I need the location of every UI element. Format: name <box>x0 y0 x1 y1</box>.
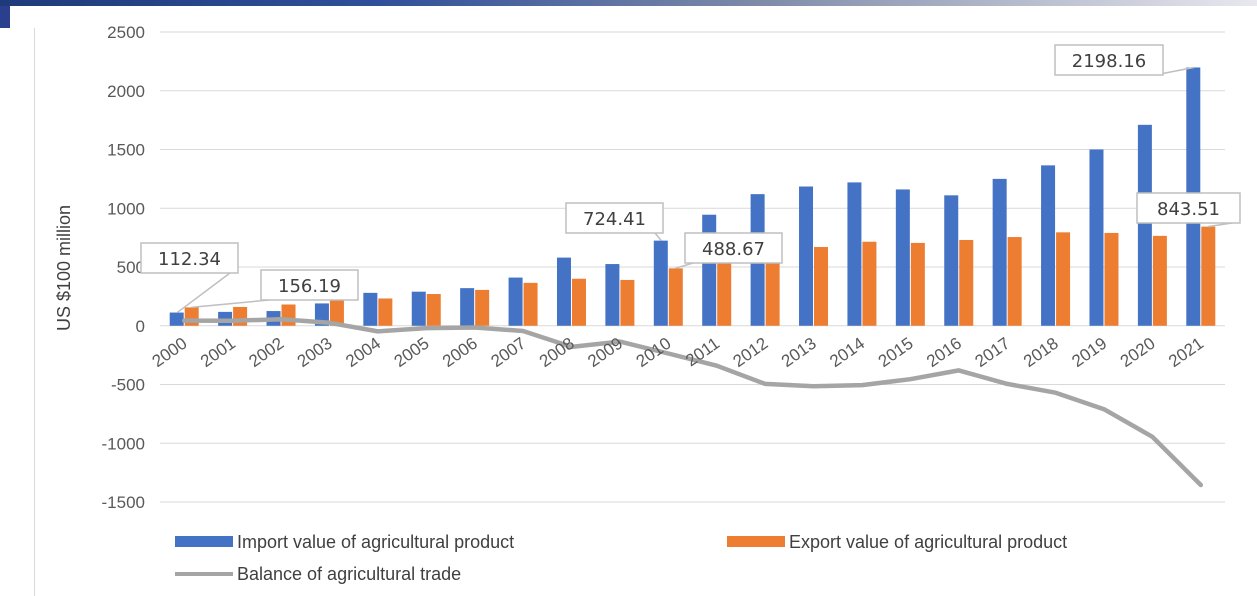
balance-line <box>181 316 1204 488</box>
legend-label-import: Import value of agricultural product <box>237 532 514 552</box>
bar-export-2006 <box>475 289 490 326</box>
x-tick-label: 2004 <box>342 334 384 371</box>
callout-box <box>140 242 239 274</box>
callout-leader <box>176 272 231 314</box>
x-axis-ticks: 2000 2001 2002 2003 2004 2005 2006 2007 2008 2009… <box>149 334 1207 371</box>
legend-swatch-export <box>727 536 785 547</box>
callout-box <box>260 269 359 301</box>
bar-import-2020 <box>1137 124 1152 326</box>
bar-import-2019 <box>1089 149 1104 326</box>
callout-leader <box>191 299 270 309</box>
bar-export-2021 <box>1201 226 1216 326</box>
bar-export-2013 <box>814 247 829 326</box>
x-tick-label: 2015 <box>875 334 917 371</box>
bar-import-2000 <box>169 312 184 326</box>
bar-import-2011 <box>702 214 717 326</box>
bar-export-2007 <box>523 282 538 326</box>
bar-import-2009 <box>605 264 620 326</box>
bar-export-2003 <box>329 300 344 326</box>
bar-export-2011 <box>717 254 732 326</box>
bar-export-2009 <box>620 279 635 326</box>
callout-leader <box>654 232 662 242</box>
bar-export-2018 <box>1056 232 1071 326</box>
bar-export-2010 <box>668 268 683 326</box>
x-tick-label: 2001 <box>197 334 239 371</box>
bar-export-2015 <box>910 242 925 326</box>
x-tick-label: 2002 <box>245 334 287 371</box>
bar-import-2007 <box>508 277 523 326</box>
x-tick-label: 2019 <box>1068 334 1110 371</box>
x-tick-label: 2012 <box>730 334 772 371</box>
data-label: 2198.16 <box>1072 51 1146 72</box>
bar-import-2017 <box>992 178 1007 326</box>
x-tick-label: 2005 <box>391 334 433 371</box>
data-label: 724.41 <box>583 209 646 230</box>
bar-import-2018 <box>1041 165 1056 326</box>
x-tick-label: 2018 <box>1020 334 1062 371</box>
data-label: 843.51 <box>1157 199 1220 220</box>
bar-import-2010 <box>653 240 668 326</box>
bar-import-2015 <box>895 189 910 326</box>
y-tick-label: 500 <box>117 258 145 277</box>
x-tick-label: 2009 <box>584 334 626 371</box>
y-tick-label: 2500 <box>107 23 145 42</box>
x-tick-label: 2016 <box>923 334 965 371</box>
bar-export-2020 <box>1152 235 1167 326</box>
bar-export-2004 <box>378 298 393 326</box>
callout-box <box>1054 44 1164 76</box>
x-tick-label: 2003 <box>294 334 336 371</box>
bar-import-2008 <box>556 257 571 326</box>
legend-swatch-import <box>175 536 233 547</box>
bar-export-2008 <box>571 278 586 326</box>
data-label: 112.34 <box>158 249 221 270</box>
y-tick-label: 0 <box>136 317 145 336</box>
legend: Import value of agricultural product Exp… <box>175 532 1067 584</box>
slide-top-bar <box>0 0 1257 6</box>
x-tick-label: 2014 <box>826 334 868 371</box>
y-axis-ticks: 2500 2000 1500 1000 500 0 -500 -1000 -1500 <box>102 23 145 512</box>
bar-export-2000 <box>184 307 199 326</box>
callout-box <box>565 202 664 234</box>
y-tick-label: -500 <box>111 376 145 395</box>
bar-import-2004 <box>363 292 378 326</box>
bar-export-2019 <box>1104 232 1119 326</box>
callout-box <box>684 232 783 264</box>
x-tick-label: 2006 <box>439 334 481 371</box>
data-label: 156.19 <box>278 276 341 297</box>
slide-left-border <box>34 28 35 596</box>
bar-export-2002 <box>281 304 296 326</box>
data-label: 488.67 <box>702 239 765 260</box>
x-tick-label: 2007 <box>487 334 529 371</box>
y-tick-label: -1000 <box>102 434 145 453</box>
callout-leader <box>675 262 694 270</box>
bar-export-2016 <box>959 239 974 326</box>
bar-import-2014 <box>847 182 862 326</box>
bar-export-2012 <box>765 252 780 326</box>
x-tick-label: 2010 <box>633 334 675 371</box>
bar-export-2017 <box>1007 237 1022 326</box>
bar-import-2006 <box>460 288 475 326</box>
legend-label-balance: Balance of agricultural trade <box>237 564 461 584</box>
x-tick-label: 2021 <box>1165 334 1207 371</box>
y-tick-label: 2000 <box>107 82 145 101</box>
y-tick-label: 1000 <box>107 199 145 218</box>
x-tick-label: 2013 <box>778 334 820 371</box>
x-tick-label: 2017 <box>972 334 1014 371</box>
bar-import-2005 <box>411 291 426 326</box>
y-axis-label: US $100 million <box>54 205 74 331</box>
y-tick-label: -1500 <box>102 493 145 512</box>
callout-box <box>1136 192 1241 224</box>
x-tick-label: 2000 <box>149 334 191 371</box>
callouts: 112.34 156.19 724.41 488.67 2198.16 843.51 <box>140 44 1241 314</box>
bar-export-2005 <box>426 294 441 326</box>
balance-line-path <box>181 316 1204 488</box>
legend-label-export: Export value of agricultural product <box>789 532 1067 552</box>
bar-export-2014 <box>862 241 877 326</box>
y-tick-label: 1500 <box>107 141 145 160</box>
x-tick-label: 2020 <box>1117 334 1159 371</box>
bar-import-2013 <box>799 186 814 326</box>
bar-import-2016 <box>944 195 959 326</box>
slide-corner-block <box>0 6 10 28</box>
